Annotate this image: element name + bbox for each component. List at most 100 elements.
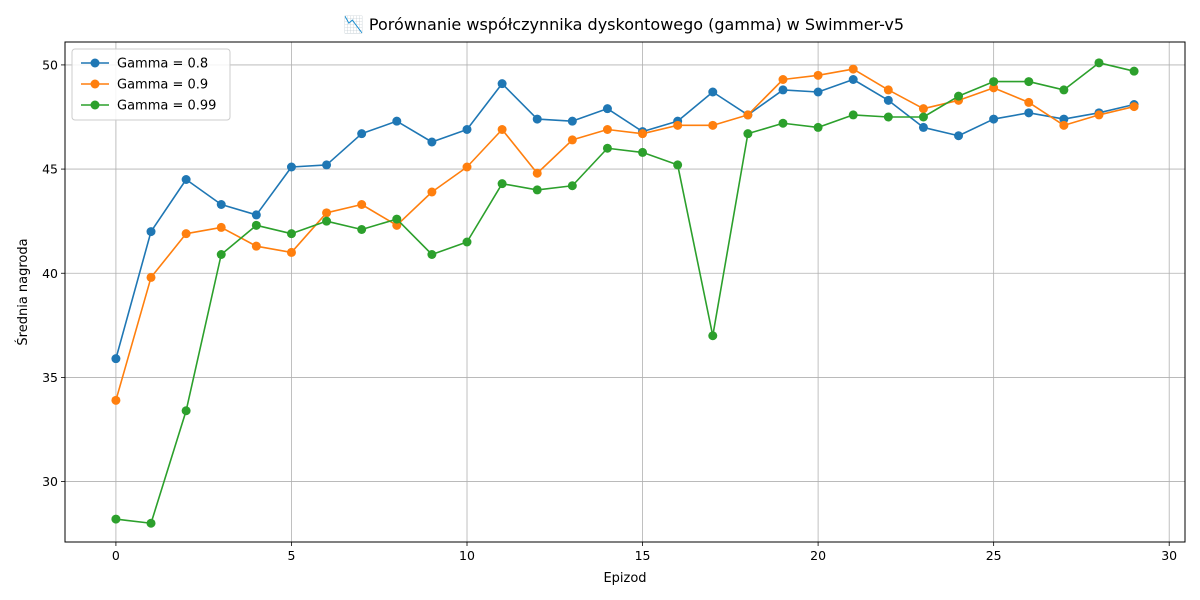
data-point — [462, 237, 472, 247]
data-point — [1129, 66, 1139, 76]
y-axis-label: Średnia nagroda — [15, 238, 31, 345]
legend-swatch-marker — [90, 58, 100, 68]
data-point — [743, 110, 753, 120]
y-tick-label: 40 — [42, 266, 58, 281]
data-point — [918, 122, 928, 132]
x-tick-label: 0 — [112, 548, 120, 563]
y-tick-label: 35 — [42, 370, 58, 385]
data-point — [743, 129, 753, 139]
data-point — [532, 185, 542, 195]
series-line-3 — [115, 62, 1135, 525]
data-point — [848, 75, 858, 84]
data-point — [357, 200, 367, 209]
data-point — [954, 91, 964, 101]
data-point — [532, 168, 542, 178]
data-point — [673, 120, 683, 130]
data-point — [146, 518, 156, 528]
data-point — [1094, 58, 1104, 68]
data-point — [427, 187, 437, 197]
data-point — [848, 64, 858, 74]
data-point — [708, 331, 718, 341]
data-point — [567, 135, 577, 145]
data-point — [532, 114, 542, 124]
data-point — [989, 83, 999, 93]
data-point — [708, 87, 718, 97]
data-point — [638, 147, 648, 157]
data-point — [778, 85, 788, 95]
data-point — [1024, 108, 1034, 118]
data-point — [1059, 85, 1069, 95]
data-point — [883, 85, 893, 95]
data-point — [462, 125, 472, 134]
data-point — [1129, 102, 1139, 112]
data-point — [462, 162, 472, 172]
axis-ticks: 0 5 10 15 20 25 30 30 35 40 45 50 — [42, 57, 1177, 563]
data-point — [1059, 114, 1069, 124]
data-point — [989, 77, 999, 87]
legend-label: Gamma = 0.8 — [117, 57, 208, 72]
data-point — [813, 70, 823, 80]
y-tick-label: 30 — [42, 474, 58, 489]
data-point — [251, 241, 261, 251]
data-point — [427, 137, 437, 147]
data-point — [813, 87, 823, 97]
x-tick-label: 10 — [459, 548, 475, 563]
data-point — [602, 143, 612, 153]
data-point — [1094, 110, 1104, 120]
data-point — [918, 104, 928, 114]
data-point — [602, 104, 612, 114]
data-point — [567, 116, 577, 126]
y-tick-label: 50 — [42, 57, 58, 72]
data-point — [357, 129, 367, 139]
data-point — [181, 406, 191, 416]
x-axis-label: Epizod — [603, 571, 646, 586]
data-point — [357, 225, 367, 234]
x-tick-label: 15 — [635, 548, 651, 563]
data-point — [638, 129, 648, 139]
plot-frame — [64, 41, 1186, 543]
data-point — [322, 216, 332, 226]
legend-label: Gamma = 0.9 — [117, 78, 208, 93]
data-point — [497, 125, 507, 134]
data-point — [673, 160, 683, 170]
x-tick-label: 5 — [287, 548, 295, 563]
data-point — [251, 210, 261, 220]
series-lines — [111, 58, 1139, 528]
legend-box — [71, 48, 231, 121]
data-point — [708, 120, 718, 130]
data-point — [602, 125, 612, 134]
data-point — [1024, 97, 1034, 107]
data-point — [567, 181, 577, 191]
data-point — [216, 200, 226, 209]
data-point — [883, 112, 893, 122]
legend: Gamma = 0.8 Gamma = 0.9 Gamma = 0.99 — [71, 48, 231, 121]
data-point — [778, 118, 788, 128]
legend-swatch-marker — [90, 79, 100, 89]
series-line-1 — [115, 78, 1135, 359]
data-point — [427, 250, 437, 259]
data-point — [1059, 120, 1069, 130]
data-point — [181, 229, 191, 239]
legend-label: Gamma = 0.99 — [117, 99, 216, 114]
y-tick-label: 45 — [42, 162, 58, 177]
legend-swatch-marker — [90, 100, 100, 110]
data-point — [322, 160, 332, 170]
data-point — [883, 95, 893, 105]
data-point — [392, 220, 402, 230]
x-tick-label: 30 — [1161, 548, 1177, 563]
data-point — [392, 116, 402, 126]
x-tick-label: 20 — [810, 548, 826, 563]
data-point — [778, 75, 788, 84]
data-point — [111, 354, 121, 364]
series-line-2 — [115, 68, 1135, 401]
data-point — [392, 214, 402, 224]
data-point — [497, 179, 507, 189]
data-point — [216, 222, 226, 232]
data-point — [216, 250, 226, 259]
x-tick-label: 25 — [986, 548, 1002, 563]
data-point — [146, 227, 156, 237]
data-point — [848, 110, 858, 120]
data-point — [813, 122, 823, 132]
data-point — [251, 220, 261, 230]
